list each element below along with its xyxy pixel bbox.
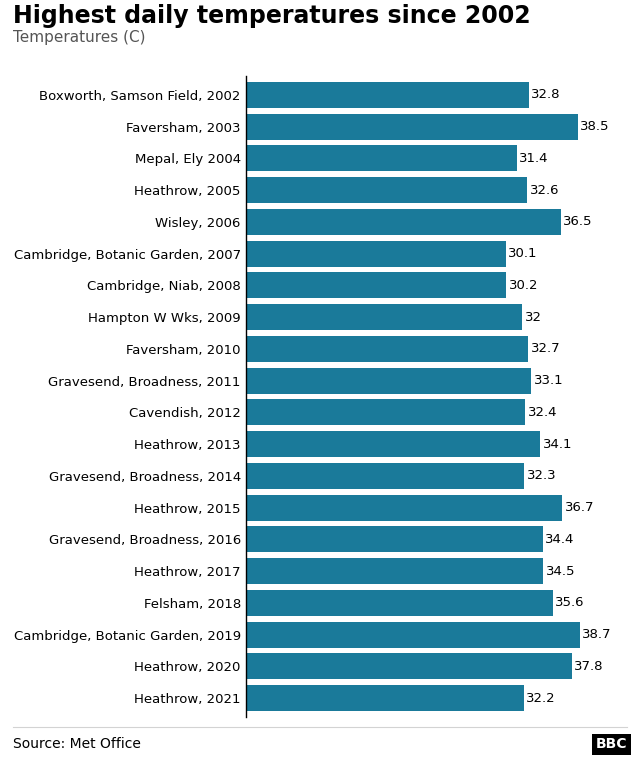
Text: 37.8: 37.8	[575, 660, 604, 673]
Text: 31.4: 31.4	[519, 152, 549, 165]
Bar	[246, 527, 543, 553]
Text: 36.5: 36.5	[563, 216, 593, 228]
Text: 32.2: 32.2	[526, 691, 556, 704]
Text: 36.7: 36.7	[565, 501, 595, 514]
Text: 33.1: 33.1	[534, 374, 564, 387]
Bar	[246, 622, 580, 647]
Text: 34.1: 34.1	[543, 438, 572, 451]
Text: 32.6: 32.6	[530, 184, 559, 197]
Bar	[246, 367, 531, 394]
Text: 35.6: 35.6	[556, 597, 585, 609]
Bar	[246, 304, 522, 330]
Bar	[246, 241, 506, 266]
Text: 38.5: 38.5	[580, 120, 610, 133]
Bar	[246, 114, 578, 140]
Bar	[246, 495, 563, 521]
Bar	[246, 463, 525, 489]
Text: 30.1: 30.1	[508, 247, 538, 260]
Bar	[246, 558, 543, 584]
Text: Source: Met Office: Source: Met Office	[13, 738, 141, 751]
Bar	[246, 82, 529, 108]
Text: Highest daily temperatures since 2002: Highest daily temperatures since 2002	[13, 4, 531, 28]
Bar	[246, 272, 506, 298]
Bar	[246, 685, 524, 711]
Text: 32.3: 32.3	[527, 470, 557, 483]
Bar	[246, 590, 553, 616]
Text: 34.5: 34.5	[546, 565, 575, 578]
Bar	[246, 336, 528, 362]
Text: 32: 32	[525, 310, 541, 323]
Bar	[246, 399, 525, 426]
Text: 38.7: 38.7	[582, 628, 612, 641]
Bar	[246, 177, 527, 203]
Bar	[246, 146, 516, 172]
Text: 32.8: 32.8	[531, 89, 561, 102]
Text: 32.4: 32.4	[528, 406, 557, 419]
Bar	[246, 653, 572, 679]
Text: 30.2: 30.2	[509, 279, 538, 292]
Text: 32.7: 32.7	[531, 342, 560, 355]
Bar	[246, 431, 540, 457]
Text: 34.4: 34.4	[545, 533, 575, 546]
Text: BBC: BBC	[596, 738, 627, 751]
Bar	[246, 209, 561, 235]
Text: Temperatures (C): Temperatures (C)	[13, 30, 145, 46]
